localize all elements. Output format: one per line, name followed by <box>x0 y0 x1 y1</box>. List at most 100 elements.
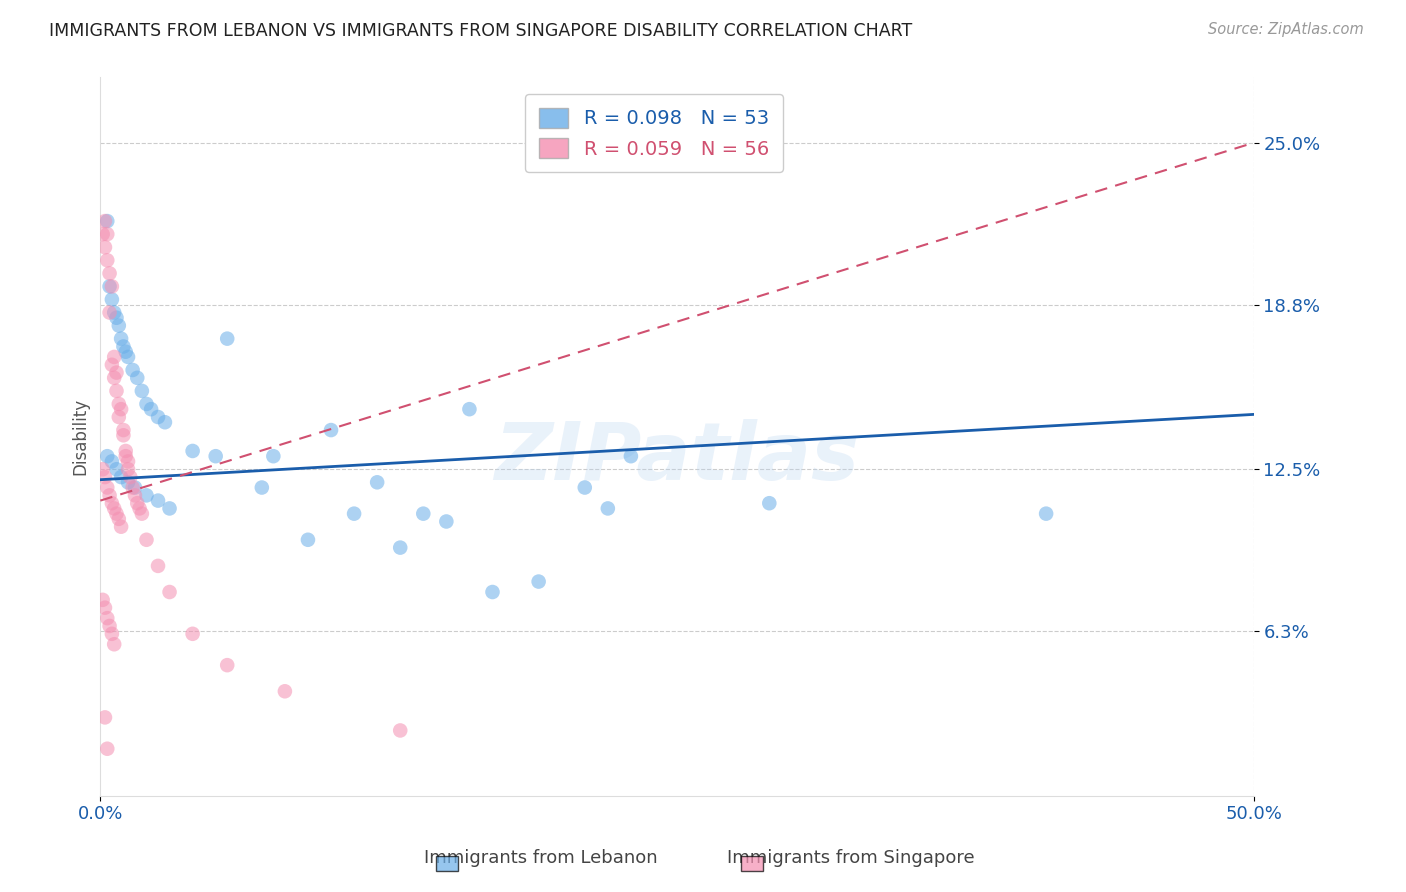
Point <box>96 253 118 268</box>
Point <box>128 501 150 516</box>
Point <box>146 409 169 424</box>
Point <box>112 423 135 437</box>
Point <box>131 507 153 521</box>
Point <box>107 318 129 333</box>
Point <box>574 481 596 495</box>
Point <box>105 310 128 325</box>
Point <box>204 449 226 463</box>
Point <box>124 488 146 502</box>
Point <box>110 470 132 484</box>
Point <box>105 384 128 398</box>
Point <box>135 397 157 411</box>
Point <box>217 658 239 673</box>
Point <box>105 366 128 380</box>
Point <box>389 541 412 555</box>
Text: Immigrants from Singapore: Immigrants from Singapore <box>727 849 974 867</box>
Point <box>91 462 114 476</box>
Point <box>117 475 139 490</box>
Point <box>121 481 143 495</box>
Text: IMMIGRANTS FROM LEBANON VS IMMIGRANTS FROM SINGAPORE DISABILITY CORRELATION CHAR: IMMIGRANTS FROM LEBANON VS IMMIGRANTS FR… <box>49 22 912 40</box>
Point <box>103 371 125 385</box>
Point <box>96 481 118 495</box>
Point <box>107 512 129 526</box>
Text: Immigrants from Lebanon: Immigrants from Lebanon <box>425 849 658 867</box>
Point <box>135 488 157 502</box>
Point <box>596 501 619 516</box>
Point <box>96 227 118 242</box>
Point <box>117 350 139 364</box>
Point <box>101 279 124 293</box>
Point <box>105 507 128 521</box>
Point <box>319 423 342 437</box>
Text: ZIPatlas: ZIPatlas <box>495 419 859 497</box>
Point <box>481 585 503 599</box>
Point <box>127 496 149 510</box>
Point <box>110 402 132 417</box>
Point <box>98 279 121 293</box>
Point <box>105 462 128 476</box>
Point <box>98 266 121 280</box>
Point <box>297 533 319 547</box>
Point <box>101 496 124 510</box>
Point <box>262 449 284 463</box>
Point <box>96 449 118 463</box>
Point <box>101 627 124 641</box>
Point <box>121 363 143 377</box>
Point <box>91 227 114 242</box>
Point <box>117 462 139 476</box>
Point <box>107 397 129 411</box>
Point <box>135 533 157 547</box>
Point <box>110 332 132 346</box>
Point <box>758 496 780 510</box>
Point <box>91 592 114 607</box>
Point <box>103 637 125 651</box>
Point <box>103 350 125 364</box>
Point <box>94 240 117 254</box>
Point <box>107 409 129 424</box>
Y-axis label: Disability: Disability <box>72 398 89 475</box>
Point <box>250 481 273 495</box>
Point <box>159 501 181 516</box>
Point <box>389 723 412 738</box>
Point <box>114 344 136 359</box>
Point <box>103 501 125 516</box>
Point <box>98 305 121 319</box>
Point <box>110 519 132 533</box>
Point <box>96 214 118 228</box>
Point <box>139 402 162 417</box>
Point <box>101 293 124 307</box>
Point <box>181 444 204 458</box>
Point <box>114 449 136 463</box>
Point <box>146 558 169 573</box>
Point <box>620 449 643 463</box>
Point <box>343 507 366 521</box>
Legend: R = 0.098   N = 53, R = 0.059   N = 56: R = 0.098 N = 53, R = 0.059 N = 56 <box>526 95 783 172</box>
Point <box>274 684 297 698</box>
Point <box>434 515 457 529</box>
Point <box>458 402 481 417</box>
Point <box>94 214 117 228</box>
Point <box>112 428 135 442</box>
Point <box>94 710 117 724</box>
Point <box>114 444 136 458</box>
Point <box>120 470 142 484</box>
Point <box>103 305 125 319</box>
Point <box>96 741 118 756</box>
Point <box>127 371 149 385</box>
Point <box>1035 507 1057 521</box>
Point <box>366 475 388 490</box>
Point <box>217 332 239 346</box>
Point <box>181 627 204 641</box>
Text: Source: ZipAtlas.com: Source: ZipAtlas.com <box>1208 22 1364 37</box>
Point <box>96 611 118 625</box>
Point <box>412 507 434 521</box>
Point <box>94 470 117 484</box>
Point <box>153 415 176 429</box>
Point <box>98 619 121 633</box>
Point <box>112 339 135 353</box>
Point <box>94 600 117 615</box>
Point <box>131 384 153 398</box>
Point <box>101 358 124 372</box>
Point <box>146 493 169 508</box>
Point <box>117 454 139 468</box>
